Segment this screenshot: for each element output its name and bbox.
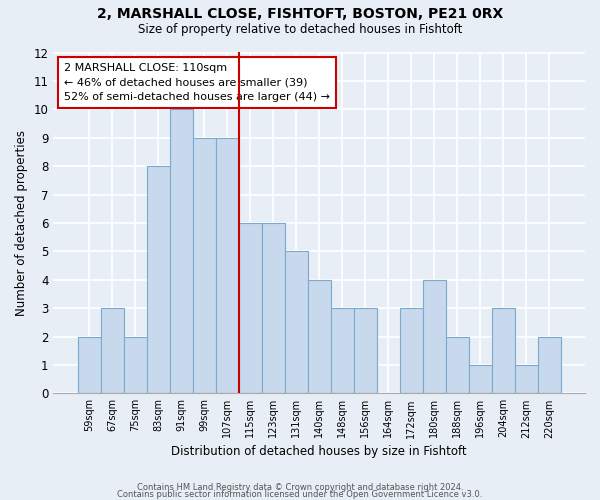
Bar xyxy=(331,308,354,394)
Bar xyxy=(170,110,193,394)
Bar xyxy=(101,308,124,394)
Bar xyxy=(193,138,215,394)
Bar xyxy=(538,336,561,394)
Text: Contains HM Land Registry data © Crown copyright and database right 2024.: Contains HM Land Registry data © Crown c… xyxy=(137,484,463,492)
X-axis label: Distribution of detached houses by size in Fishtoft: Distribution of detached houses by size … xyxy=(172,444,467,458)
Bar xyxy=(262,223,284,394)
Bar xyxy=(515,365,538,394)
Text: Contains public sector information licensed under the Open Government Licence v3: Contains public sector information licen… xyxy=(118,490,482,499)
Bar xyxy=(400,308,423,394)
Bar xyxy=(77,336,101,394)
Text: 2, MARSHALL CLOSE, FISHTOFT, BOSTON, PE21 0RX: 2, MARSHALL CLOSE, FISHTOFT, BOSTON, PE2… xyxy=(97,8,503,22)
Bar xyxy=(239,223,262,394)
Bar xyxy=(423,280,446,394)
Bar xyxy=(146,166,170,394)
Bar xyxy=(124,336,146,394)
Y-axis label: Number of detached properties: Number of detached properties xyxy=(15,130,28,316)
Bar xyxy=(308,280,331,394)
Bar xyxy=(492,308,515,394)
Text: Size of property relative to detached houses in Fishtoft: Size of property relative to detached ho… xyxy=(138,22,462,36)
Bar xyxy=(284,252,308,394)
Text: 2 MARSHALL CLOSE: 110sqm
← 46% of detached houses are smaller (39)
52% of semi-d: 2 MARSHALL CLOSE: 110sqm ← 46% of detach… xyxy=(64,62,330,102)
Bar xyxy=(354,308,377,394)
Bar xyxy=(446,336,469,394)
Bar xyxy=(215,138,239,394)
Bar xyxy=(469,365,492,394)
